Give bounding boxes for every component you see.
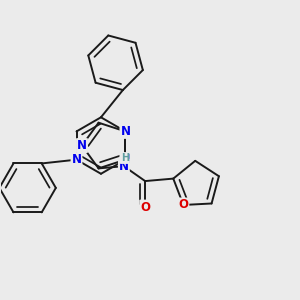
- Text: N: N: [119, 160, 129, 173]
- Text: N: N: [120, 125, 130, 138]
- Text: O: O: [140, 200, 150, 214]
- Text: N: N: [71, 153, 82, 166]
- Text: N: N: [120, 153, 130, 166]
- Text: H: H: [121, 153, 129, 163]
- Text: O: O: [178, 199, 188, 212]
- Text: N: N: [77, 139, 87, 152]
